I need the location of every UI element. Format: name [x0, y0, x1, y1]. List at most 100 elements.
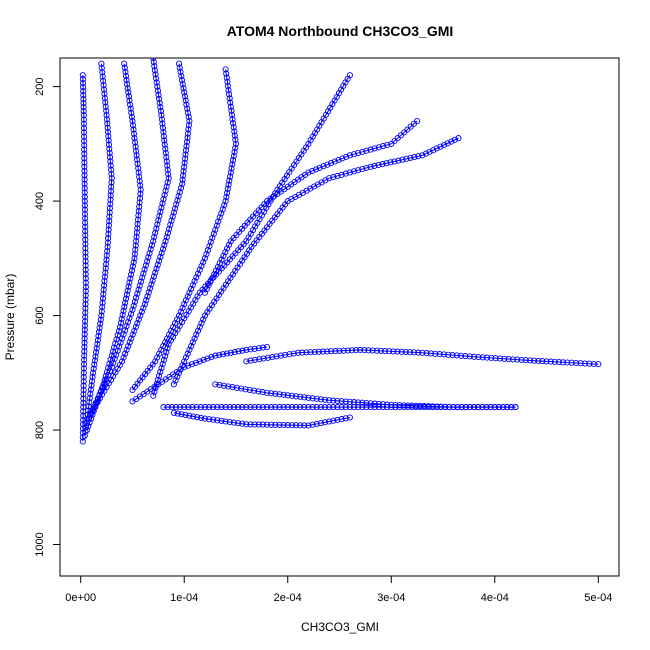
data-point — [363, 164, 370, 171]
data-point — [146, 250, 153, 257]
data-point — [81, 189, 88, 196]
data-point — [98, 60, 105, 67]
data-point — [196, 266, 203, 273]
data-point — [201, 404, 208, 411]
data-point — [214, 417, 221, 424]
data-point — [134, 216, 142, 223]
data-point — [346, 152, 353, 159]
data-point — [128, 267, 136, 274]
data-point — [90, 369, 97, 376]
data-point — [280, 421, 287, 429]
data-point — [196, 358, 203, 365]
data-point — [535, 357, 542, 364]
data-point — [188, 343, 195, 350]
data-point — [80, 412, 87, 419]
data-point — [263, 421, 271, 428]
data-point — [135, 316, 142, 323]
data-point — [227, 349, 234, 356]
data-point — [305, 404, 312, 411]
data-point — [437, 143, 444, 150]
data-point — [367, 400, 374, 407]
data-point — [206, 416, 213, 423]
data-point — [215, 218, 222, 225]
data-point — [309, 404, 316, 411]
data-point — [136, 203, 143, 210]
x-tick-label: 0e+00 — [65, 592, 96, 604]
data-point — [212, 226, 219, 233]
data-point — [334, 416, 341, 423]
data-point — [230, 404, 237, 411]
data-point — [94, 341, 101, 348]
y-tick-label: 400 — [34, 192, 46, 210]
data-point — [297, 404, 304, 411]
data-point — [105, 230, 112, 238]
data-point — [157, 253, 164, 260]
data-point — [220, 252, 227, 259]
data-point — [259, 344, 266, 351]
data-point — [387, 159, 394, 166]
data-point — [394, 348, 401, 355]
data-point — [163, 183, 170, 190]
data-point — [170, 409, 177, 416]
data-point — [297, 422, 304, 429]
data-point — [229, 161, 236, 168]
data-point — [581, 360, 589, 367]
data-point — [276, 421, 283, 428]
data-point — [475, 354, 482, 361]
data-point — [124, 81, 131, 88]
data-point — [177, 404, 184, 411]
data-point — [114, 347, 121, 354]
data-point — [81, 176, 88, 183]
data-point — [280, 391, 287, 398]
data-point — [183, 101, 190, 108]
data-point — [335, 156, 342, 164]
data-point — [226, 177, 233, 184]
data-point — [309, 167, 316, 174]
data-point — [471, 353, 478, 360]
data-point — [150, 238, 157, 245]
data-point — [204, 247, 211, 254]
data-point — [184, 130, 191, 137]
data-point — [145, 289, 152, 296]
data-point — [407, 154, 414, 161]
data-point — [201, 289, 208, 296]
data-point — [462, 404, 469, 411]
data-point — [419, 349, 426, 356]
data-point — [99, 303, 106, 311]
data-point — [136, 199, 143, 206]
data-point — [134, 320, 141, 327]
data-point — [175, 60, 183, 67]
data-point — [396, 404, 403, 411]
data-point — [590, 360, 597, 368]
data-point — [223, 350, 230, 357]
data-point — [444, 140, 451, 147]
data-point — [82, 275, 89, 282]
data-point — [82, 258, 89, 265]
data-point — [200, 356, 207, 363]
data-point — [103, 252, 110, 259]
data-point — [82, 309, 89, 316]
data-point — [97, 316, 104, 323]
data-point — [197, 404, 204, 411]
data-point — [232, 140, 240, 147]
data-point — [116, 343, 123, 350]
data-point — [113, 336, 120, 343]
data-point — [292, 404, 300, 411]
data-point — [194, 414, 201, 421]
data-point — [193, 331, 200, 338]
data-point — [222, 418, 229, 425]
data-point — [104, 248, 111, 255]
data-point — [216, 260, 223, 267]
data-point — [276, 404, 283, 411]
data-point — [375, 161, 382, 169]
y-tick-label: 1000 — [34, 532, 46, 556]
data-point — [82, 313, 89, 321]
data-point — [319, 348, 326, 355]
data-point — [182, 297, 189, 304]
data-point — [137, 186, 144, 193]
data-point — [135, 208, 142, 215]
data-point — [80, 416, 87, 424]
data-point — [127, 310, 135, 317]
data-point — [280, 404, 287, 411]
plot-frame — [59, 57, 620, 577]
